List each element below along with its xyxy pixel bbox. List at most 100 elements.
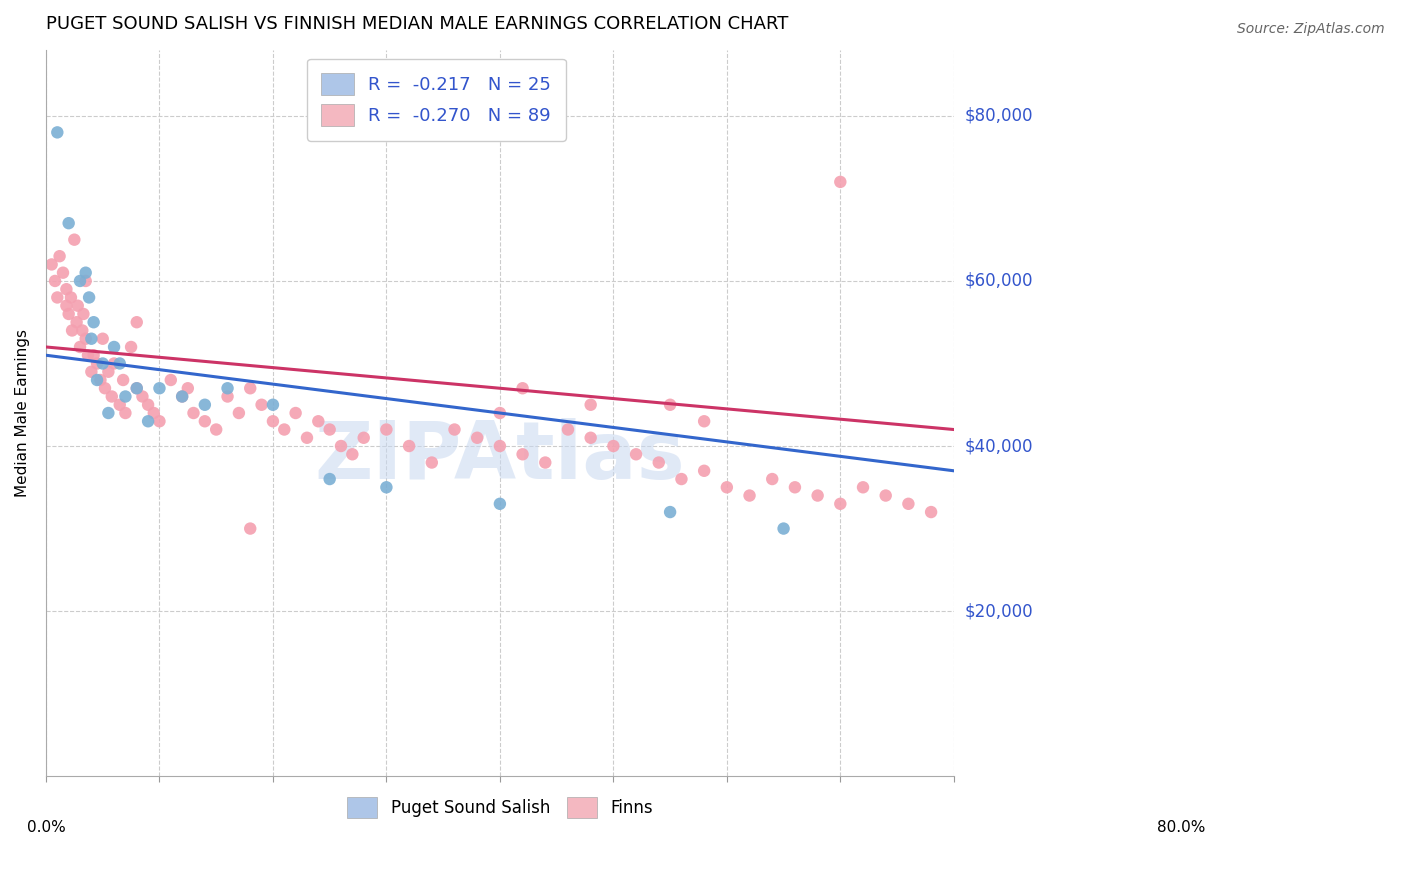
Point (353, 431, 375, 445)
Point (557, 423, 579, 437)
Point (284, 406, 307, 420)
Point (342, 447, 364, 461)
Point (83, 348, 105, 362)
Point (148, 381, 170, 395)
Point (120, 340, 142, 354)
Point (59, 290, 82, 304)
Point (77, 348, 100, 362)
Point (148, 414, 170, 428)
Point (375, 480, 398, 494)
Point (659, 398, 682, 412)
Point (228, 406, 250, 420)
Point (108, 398, 131, 412)
Point (693, 464, 716, 478)
Point (125, 381, 148, 395)
Point (94, 381, 117, 395)
Point (194, 414, 217, 428)
Point (420, 456, 443, 470)
Point (172, 390, 194, 404)
Point (91, 356, 114, 370)
Point (108, 356, 131, 370)
Point (125, 315, 148, 329)
Point (89, 373, 111, 387)
Point (77, 290, 100, 304)
Point (80, 365, 103, 379)
Point (920, 505, 942, 519)
Point (205, 423, 228, 437)
Point (86, 373, 108, 387)
Point (194, 398, 217, 412)
Point (159, 373, 181, 387)
Point (48, 249, 70, 263)
Point (295, 431, 318, 445)
Point (489, 406, 512, 420)
Point (72, 323, 94, 337)
Point (602, 439, 624, 453)
Point (97, 365, 120, 379)
Point (75, 332, 97, 346)
Point (131, 390, 153, 404)
Point (103, 340, 125, 354)
Point (52, 266, 75, 280)
Point (239, 381, 262, 395)
Point (716, 480, 738, 494)
Point (443, 423, 465, 437)
Point (534, 456, 557, 470)
Point (262, 398, 284, 412)
Point (97, 406, 120, 420)
Point (830, 175, 852, 189)
Text: $80,000: $80,000 (965, 107, 1033, 125)
Point (273, 423, 295, 437)
Text: $60,000: $60,000 (965, 272, 1033, 290)
Point (318, 423, 340, 437)
Point (75, 274, 97, 288)
Point (489, 497, 512, 511)
Point (46, 125, 69, 139)
Point (91, 332, 114, 346)
Point (783, 480, 806, 494)
Point (648, 456, 671, 470)
Point (183, 406, 205, 420)
Point (69, 340, 91, 354)
Text: 0.0%: 0.0% (27, 820, 65, 835)
Point (55, 282, 77, 296)
Point (66, 299, 89, 313)
Point (852, 480, 875, 494)
Point (897, 497, 920, 511)
Point (738, 489, 761, 503)
Text: $20,000: $20,000 (965, 602, 1033, 620)
Point (330, 439, 353, 453)
Point (46, 290, 69, 304)
Point (55, 299, 77, 313)
Point (65, 315, 87, 329)
Point (239, 522, 262, 536)
Point (579, 398, 602, 412)
Point (103, 356, 125, 370)
Point (72, 307, 94, 321)
Point (136, 414, 159, 428)
Point (262, 414, 284, 428)
Point (136, 398, 159, 412)
Point (375, 423, 398, 437)
Point (512, 447, 534, 461)
Point (465, 431, 488, 445)
Point (58, 307, 80, 321)
Point (250, 398, 273, 412)
Point (671, 472, 693, 486)
Point (58, 216, 80, 230)
Point (217, 381, 239, 395)
Point (772, 522, 794, 536)
Point (489, 439, 512, 453)
Text: 80.0%: 80.0% (1157, 820, 1205, 835)
Point (101, 390, 124, 404)
Point (114, 406, 136, 420)
Point (112, 373, 135, 387)
Point (398, 439, 420, 453)
Point (177, 381, 200, 395)
Point (217, 390, 239, 404)
Point (807, 489, 830, 503)
Point (830, 497, 852, 511)
Point (75, 266, 97, 280)
Point (659, 505, 682, 519)
Point (41, 257, 63, 271)
